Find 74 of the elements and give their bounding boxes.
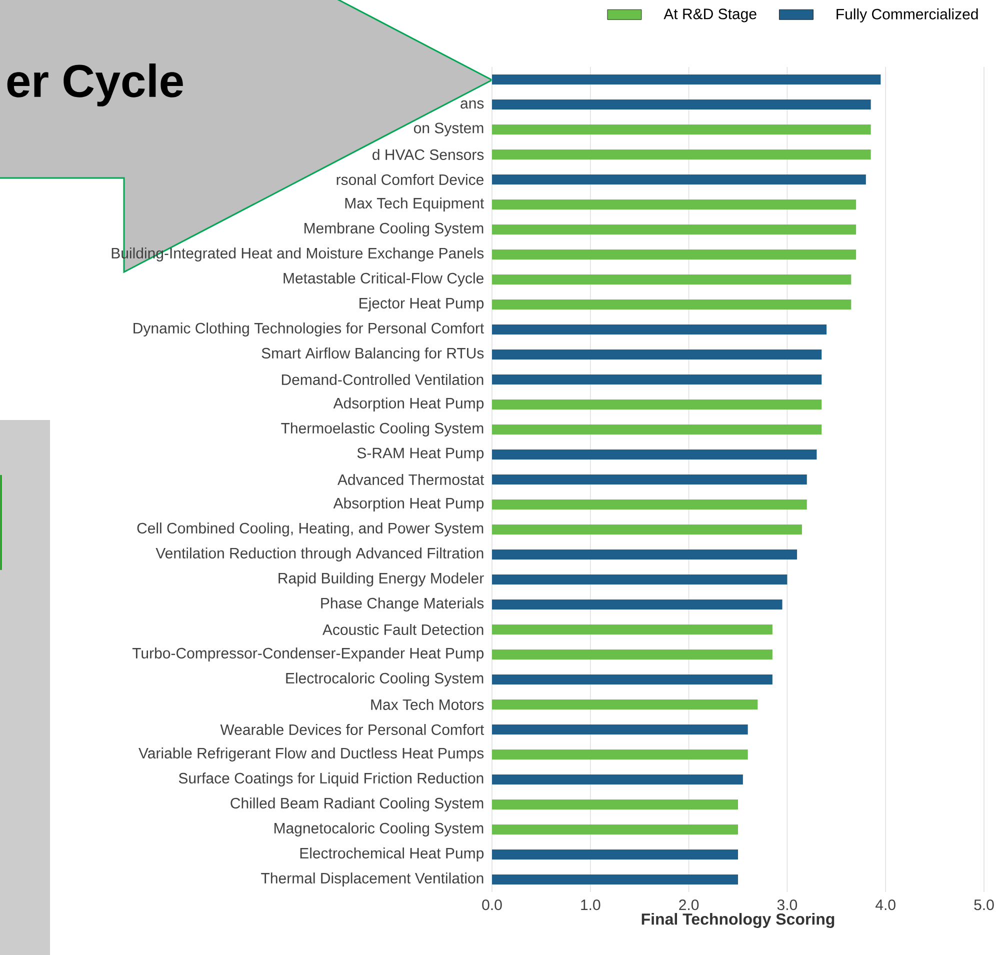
bar (492, 300, 852, 310)
bar (492, 524, 802, 534)
y-tick-label: Ejector Heat Pump (360, 298, 484, 312)
y-tick-label: rsonal Comfort Device (336, 174, 484, 185)
y-tick-label: on System (414, 122, 484, 136)
y-tick-label: Membrane Cooling System (304, 222, 484, 236)
x-tick-label: 0.0 (482, 900, 502, 910)
y-tick-label: Dynamic Clothing Technologies for Personal Comfort (134, 322, 484, 336)
bar (492, 674, 772, 684)
bar (492, 399, 822, 410)
bar (492, 499, 807, 510)
bar (492, 99, 871, 110)
bar (492, 649, 772, 660)
y-tick-label: Electrocaloric Cooling System (286, 672, 484, 686)
y-tick-label: Wearable Devices for Personal Comfort (220, 724, 484, 735)
bar (492, 74, 881, 84)
bar (492, 799, 738, 810)
legend-label: Fully Commercialized (836, 8, 978, 22)
y-tick-label: d HVAC Sensors (372, 148, 484, 160)
legend-label: At R&D Stage (664, 8, 756, 22)
x-tick-label: 4.0 (876, 900, 896, 910)
y-tick-label: Cell Combined Cooling, Heating, and Power System (137, 522, 484, 536)
bar (492, 474, 807, 484)
bar (492, 199, 856, 210)
bar (492, 274, 852, 284)
y-tick-label: Thermal Displacement Ventilation (261, 872, 484, 886)
y-tick-label: Max Tech Motors (371, 698, 484, 710)
y-tick-label: Turbo-Compressor-Condenser-Expander Heat Pump (132, 648, 484, 662)
bar (492, 874, 738, 884)
bar (492, 249, 856, 260)
bar (492, 424, 822, 434)
bar (492, 549, 798, 560)
bar (492, 599, 782, 610)
bar (492, 574, 788, 584)
x-tick-label: 5.0 (974, 900, 994, 910)
bar (492, 224, 856, 234)
text: er Cycle (7, 64, 183, 106)
y-tick-label: Advanced Thermostat (337, 474, 484, 485)
y-tick-label: Rapid Building Energy Modeler (278, 572, 484, 586)
bar (492, 449, 817, 460)
bar (492, 774, 743, 784)
bar (492, 849, 738, 860)
bar (492, 624, 772, 634)
x-tick-label: 3.0 (777, 900, 798, 910)
x-tick-label: 1.0 (581, 900, 600, 910)
bar (492, 150, 871, 160)
y-tick-label: Electrochemical Heat Pump (300, 848, 484, 862)
bar (492, 724, 748, 734)
y-tick-label: Metastable Critical-Flow Cycle (284, 272, 484, 286)
y-tick-label: Thermoelastic Cooling System (281, 422, 484, 436)
bar (492, 174, 866, 184)
y-tick-label: Phase Change Materials (321, 598, 484, 612)
bar (492, 124, 871, 134)
bar (492, 349, 822, 360)
y-tick-label: Chilled Beam Radiant Cooling System (230, 798, 484, 812)
y-tick-label: Variable Refrigerant Flow and Ductless Heat Pumps (138, 748, 484, 762)
x-tick-label: 2.0 (679, 900, 699, 910)
y-tick-label: S-RAM Heat Pump (357, 448, 484, 462)
y-tick-label: Max Tech Equipment (345, 198, 484, 212)
y-tick-label: Ventilation Reduction through Advanced Filtration (156, 548, 484, 562)
y-tick-label: Absorption Heat Pump (333, 498, 484, 512)
y-tick-label: Acoustic Fault Detection (322, 624, 484, 635)
y-tick-label: Surface Coatings for Liquid Friction Reduction (178, 772, 484, 786)
y-tick-label: ans (460, 100, 484, 109)
y-tick-label: Demand-Controlled Ventilation (282, 374, 484, 385)
y-tick-label: Smart Airflow Balancing for RTUs (262, 348, 484, 362)
y-tick-label: Adsorption Heat Pump (333, 398, 484, 412)
bar (492, 749, 748, 760)
y-tick-label: Magnetocaloric Cooling System (274, 822, 484, 836)
bar (492, 699, 758, 710)
bar (492, 374, 822, 384)
bar (492, 824, 738, 834)
x-axis-title: Final Technology Scoring (642, 913, 834, 928)
bar (492, 324, 827, 334)
